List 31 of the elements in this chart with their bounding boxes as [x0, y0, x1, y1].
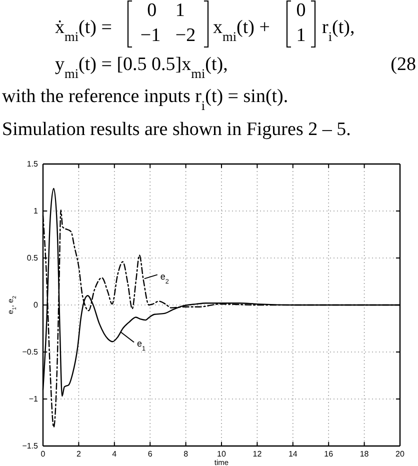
x-tick-label: 16 [324, 450, 334, 459]
text: y$_{mi}$(t) = [0.5 0.5]x$_{mi}$(t), [55, 54, 228, 80]
annotation: e$_{2}$ [160, 272, 170, 286]
y-tick-label: 1.5 [26, 160, 39, 169]
x-tick-label: 10 [217, 450, 226, 459]
x-tick-label: 4 [112, 450, 118, 459]
y-tick-label: −1 [28, 394, 39, 404]
text: with the reference inputs r$_{i}$(t) = sin(t). [2, 86, 288, 112]
text: −1 −2 [140, 25, 196, 46]
text: 0 [296, 0, 306, 21]
x-tick-label: 6 [148, 450, 153, 459]
text: 1 [296, 25, 306, 46]
annotation: e$_{1}$ [137, 338, 146, 352]
text: r$_{i}$(t), [322, 17, 355, 44]
y-tick-label: 1 [34, 206, 39, 216]
y-tick-label: −1.5 [22, 442, 39, 451]
x-tick-label: 20 [396, 450, 405, 459]
y-tick-label: 0.5 [26, 254, 39, 263]
x-tick-label: 14 [288, 450, 298, 459]
x-tick-label: 2 [76, 450, 82, 459]
x-tick-label: 8 [184, 450, 189, 459]
x-tick-label: 12 [252, 450, 262, 459]
text: ẋ$_{mi}$(t) = [55, 17, 112, 44]
text: 0 1 [147, 0, 185, 21]
y-tick-label: −0.5 [22, 348, 39, 357]
text: (28 [390, 54, 416, 75]
text: x$_{mi}$(t) + [213, 17, 270, 44]
x-tick-label: 18 [360, 450, 370, 459]
text: Simulation results are shown in Figures 2 – 5. [2, 119, 351, 140]
y-tick-label: 0 [34, 300, 39, 310]
x-tick-label: 0 [40, 450, 46, 459]
